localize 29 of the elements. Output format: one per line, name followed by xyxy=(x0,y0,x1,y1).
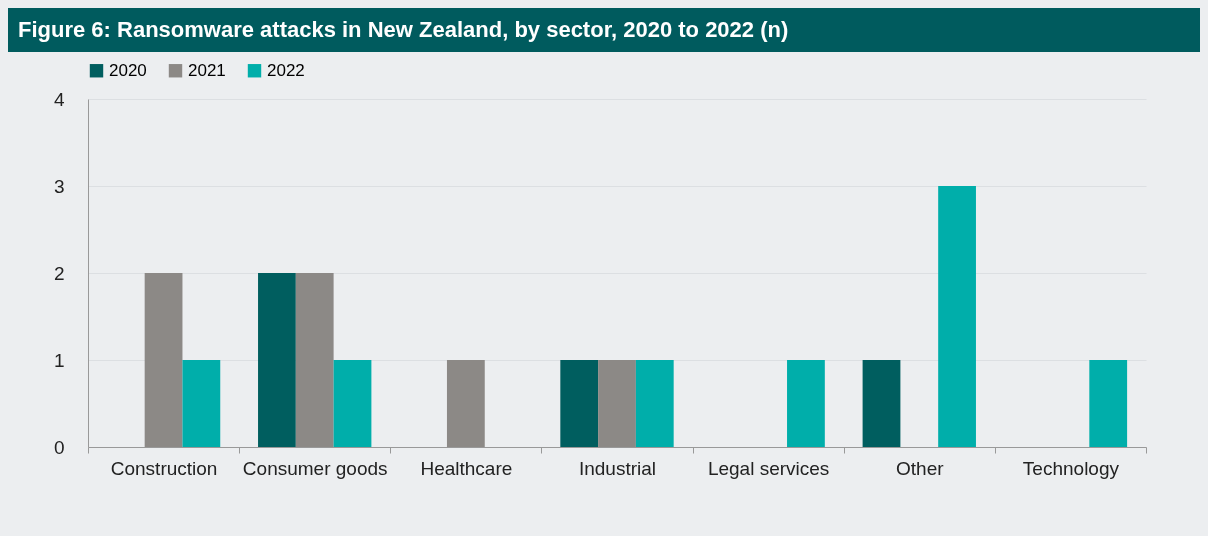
bar xyxy=(560,360,599,447)
bar xyxy=(787,360,825,447)
legend-label: 2021 xyxy=(188,60,226,80)
x-tick-label: Other xyxy=(896,457,945,479)
bar xyxy=(144,273,183,447)
y-tick-label: 0 xyxy=(53,436,65,458)
bar xyxy=(182,360,221,447)
x-tick-label: Consumer goods xyxy=(242,457,388,479)
x-tick-label: Legal services xyxy=(707,457,830,479)
bar xyxy=(598,360,636,447)
x-tick-label: Technology xyxy=(1022,457,1120,479)
bar xyxy=(333,360,372,447)
bar xyxy=(258,273,296,447)
y-tick-label: 4 xyxy=(53,88,65,110)
bar xyxy=(446,360,485,447)
bar xyxy=(862,360,901,447)
bar xyxy=(1089,360,1128,447)
y-tick-label: 1 xyxy=(53,349,65,371)
bar xyxy=(635,360,674,447)
bar xyxy=(295,273,334,447)
legend-label: 2020 xyxy=(109,60,147,80)
x-tick-label: Industrial xyxy=(578,457,657,479)
x-tick-label: Construction xyxy=(110,457,218,479)
y-tick-label: 3 xyxy=(53,175,65,197)
y-tick-label: 2 xyxy=(53,262,65,284)
chart-title: Figure 6: Ransomware attacks in New Zealand, by sector, 2020 to 2022 (n) xyxy=(8,8,1200,52)
bar xyxy=(938,186,976,447)
legend-label: 2022 xyxy=(267,60,305,80)
x-tick-label: Healthcare xyxy=(420,457,513,479)
